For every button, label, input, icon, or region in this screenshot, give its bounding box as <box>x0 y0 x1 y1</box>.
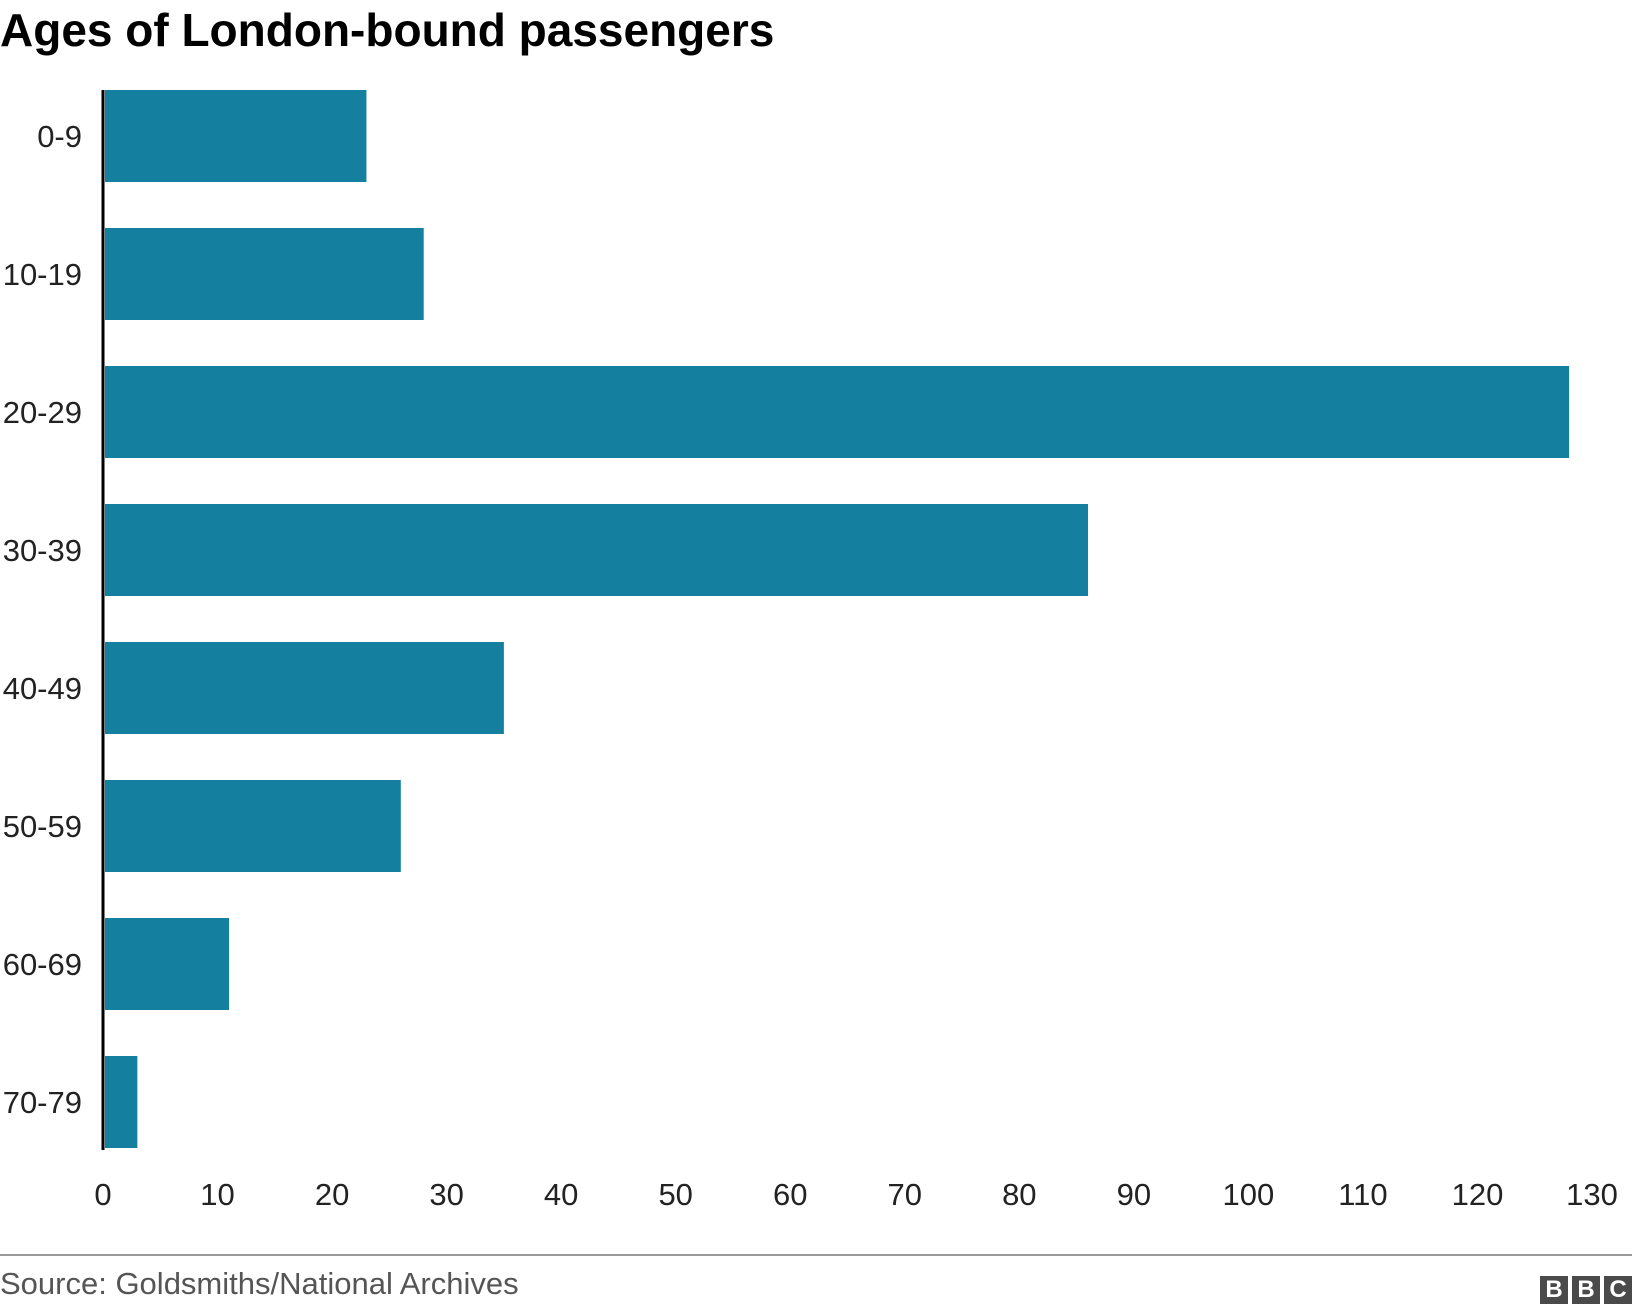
x-tick-label: 50 <box>658 1177 692 1212</box>
source-note: Source: Goldsmiths/National Archives <box>0 1266 519 1301</box>
x-tick-label: 100 <box>1223 1177 1275 1212</box>
bar-50-59 <box>105 780 401 872</box>
x-tick-label: 120 <box>1452 1177 1504 1212</box>
category-label: 60-69 <box>3 947 82 982</box>
x-tick-label: 60 <box>773 1177 807 1212</box>
bar-0-9 <box>105 90 367 182</box>
x-tick-label: 40 <box>544 1177 578 1212</box>
bbc-logo-letter: C <box>1604 1276 1632 1304</box>
chart-title: Ages of London-bound passengers <box>0 4 775 56</box>
x-tick-label: 110 <box>1338 1177 1387 1212</box>
x-tick-label: 20 <box>315 1177 349 1212</box>
x-tick-label: 130 <box>1566 1177 1618 1212</box>
x-tick-label: 90 <box>1117 1177 1151 1212</box>
bar-60-69 <box>105 918 229 1010</box>
bbc-logo: B B C <box>1540 1276 1632 1304</box>
bar-40-49 <box>105 642 504 734</box>
category-label: 40-49 <box>3 671 82 706</box>
bar-70-79 <box>105 1056 138 1148</box>
category-label: 30-39 <box>3 533 82 568</box>
category-label: 50-59 <box>3 809 82 844</box>
bar-20-29 <box>105 366 1570 458</box>
bbc-logo-letter: B <box>1540 1276 1568 1304</box>
category-label: 10-19 <box>3 257 82 292</box>
footer-divider <box>0 1254 1632 1256</box>
bbc-logo-letter: B <box>1572 1276 1600 1304</box>
x-tick-label: 80 <box>1002 1177 1036 1212</box>
x-tick-label: 10 <box>200 1177 234 1212</box>
bar-30-39 <box>105 504 1089 596</box>
bar-10-19 <box>105 228 424 320</box>
category-label: 20-29 <box>3 395 82 430</box>
x-tick-label: 0 <box>94 1177 111 1212</box>
x-tick-label: 70 <box>888 1177 922 1212</box>
category-label: 70-79 <box>3 1085 82 1120</box>
category-label: 0-9 <box>37 119 82 154</box>
bar-chart: 0-9 10-19 20-29 30-39 40-49 50-59 60-69 70-79 0 1… <box>3 90 1618 1212</box>
x-tick-label: 30 <box>429 1177 463 1212</box>
